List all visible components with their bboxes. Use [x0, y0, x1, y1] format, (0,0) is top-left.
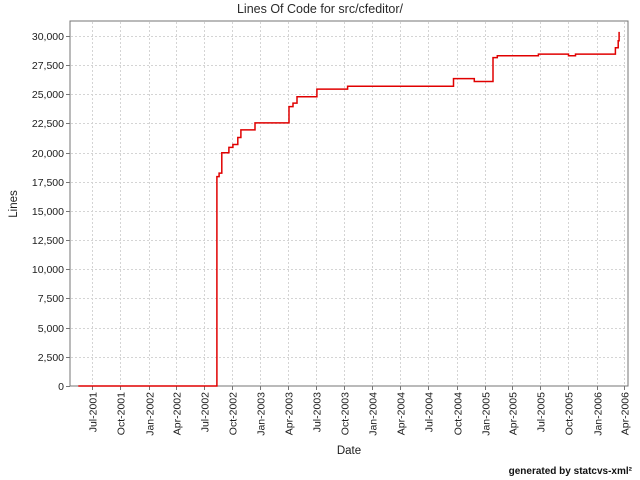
- x-tick-label: Jul-2005: [536, 392, 548, 432]
- x-tick-label: Oct-2001: [116, 392, 128, 435]
- x-tick-label: Apr-2006: [620, 392, 632, 435]
- x-tick-label: Apr-2003: [284, 392, 296, 435]
- x-tick-label: Jan-2003: [256, 392, 268, 436]
- x-tick-label: Apr-2004: [396, 392, 408, 435]
- y-tick-label: 20,000: [32, 148, 64, 160]
- y-tick-label: 5,000: [38, 323, 64, 335]
- x-tick-label: Jan-2006: [593, 392, 605, 436]
- y-tick-label: 17,500: [32, 177, 64, 189]
- x-tick-label: Oct-2002: [228, 392, 240, 435]
- x-tick-label: Oct-2004: [453, 392, 465, 435]
- x-tick-label: Jan-2005: [481, 392, 493, 436]
- x-tick-label: Oct-2005: [564, 392, 576, 435]
- x-tick-label: Jul-2002: [200, 392, 212, 432]
- x-tick-label: Apr-2002: [172, 392, 184, 435]
- x-tick-label: Jul-2001: [88, 392, 100, 432]
- y-tick-label: 12,500: [32, 235, 64, 247]
- y-tick-label: 0: [58, 381, 64, 393]
- x-tick-label: Jul-2004: [424, 392, 436, 432]
- y-tick-label: 25,000: [32, 89, 64, 101]
- y-tick-label: 7,500: [38, 293, 64, 305]
- y-tick-label: 27,500: [32, 60, 64, 72]
- chart-title: Lines Of Code for src/cfeditor/: [236, 2, 404, 16]
- footer-credit: generated by statcvs-xml²: [508, 466, 632, 477]
- x-tick-label: Oct-2003: [340, 392, 352, 435]
- y-tick-label: 10,000: [32, 264, 64, 276]
- y-tick-label: 30,000: [32, 31, 64, 43]
- y-tick-label: 22,500: [32, 118, 64, 130]
- x-axis-title: Date: [336, 445, 362, 457]
- x-tick-label: Jul-2003: [312, 392, 324, 432]
- x-tick-label: Jan-2004: [368, 392, 380, 436]
- x-tick-label: Jan-2002: [145, 392, 157, 436]
- x-tick-label: Apr-2005: [508, 392, 520, 435]
- plot-area-border: [69, 20, 629, 387]
- y-tick-label: 15,000: [32, 206, 64, 218]
- y-tick-label: 2,500: [38, 352, 64, 364]
- series-line-lines-of-code: [78, 31, 620, 387]
